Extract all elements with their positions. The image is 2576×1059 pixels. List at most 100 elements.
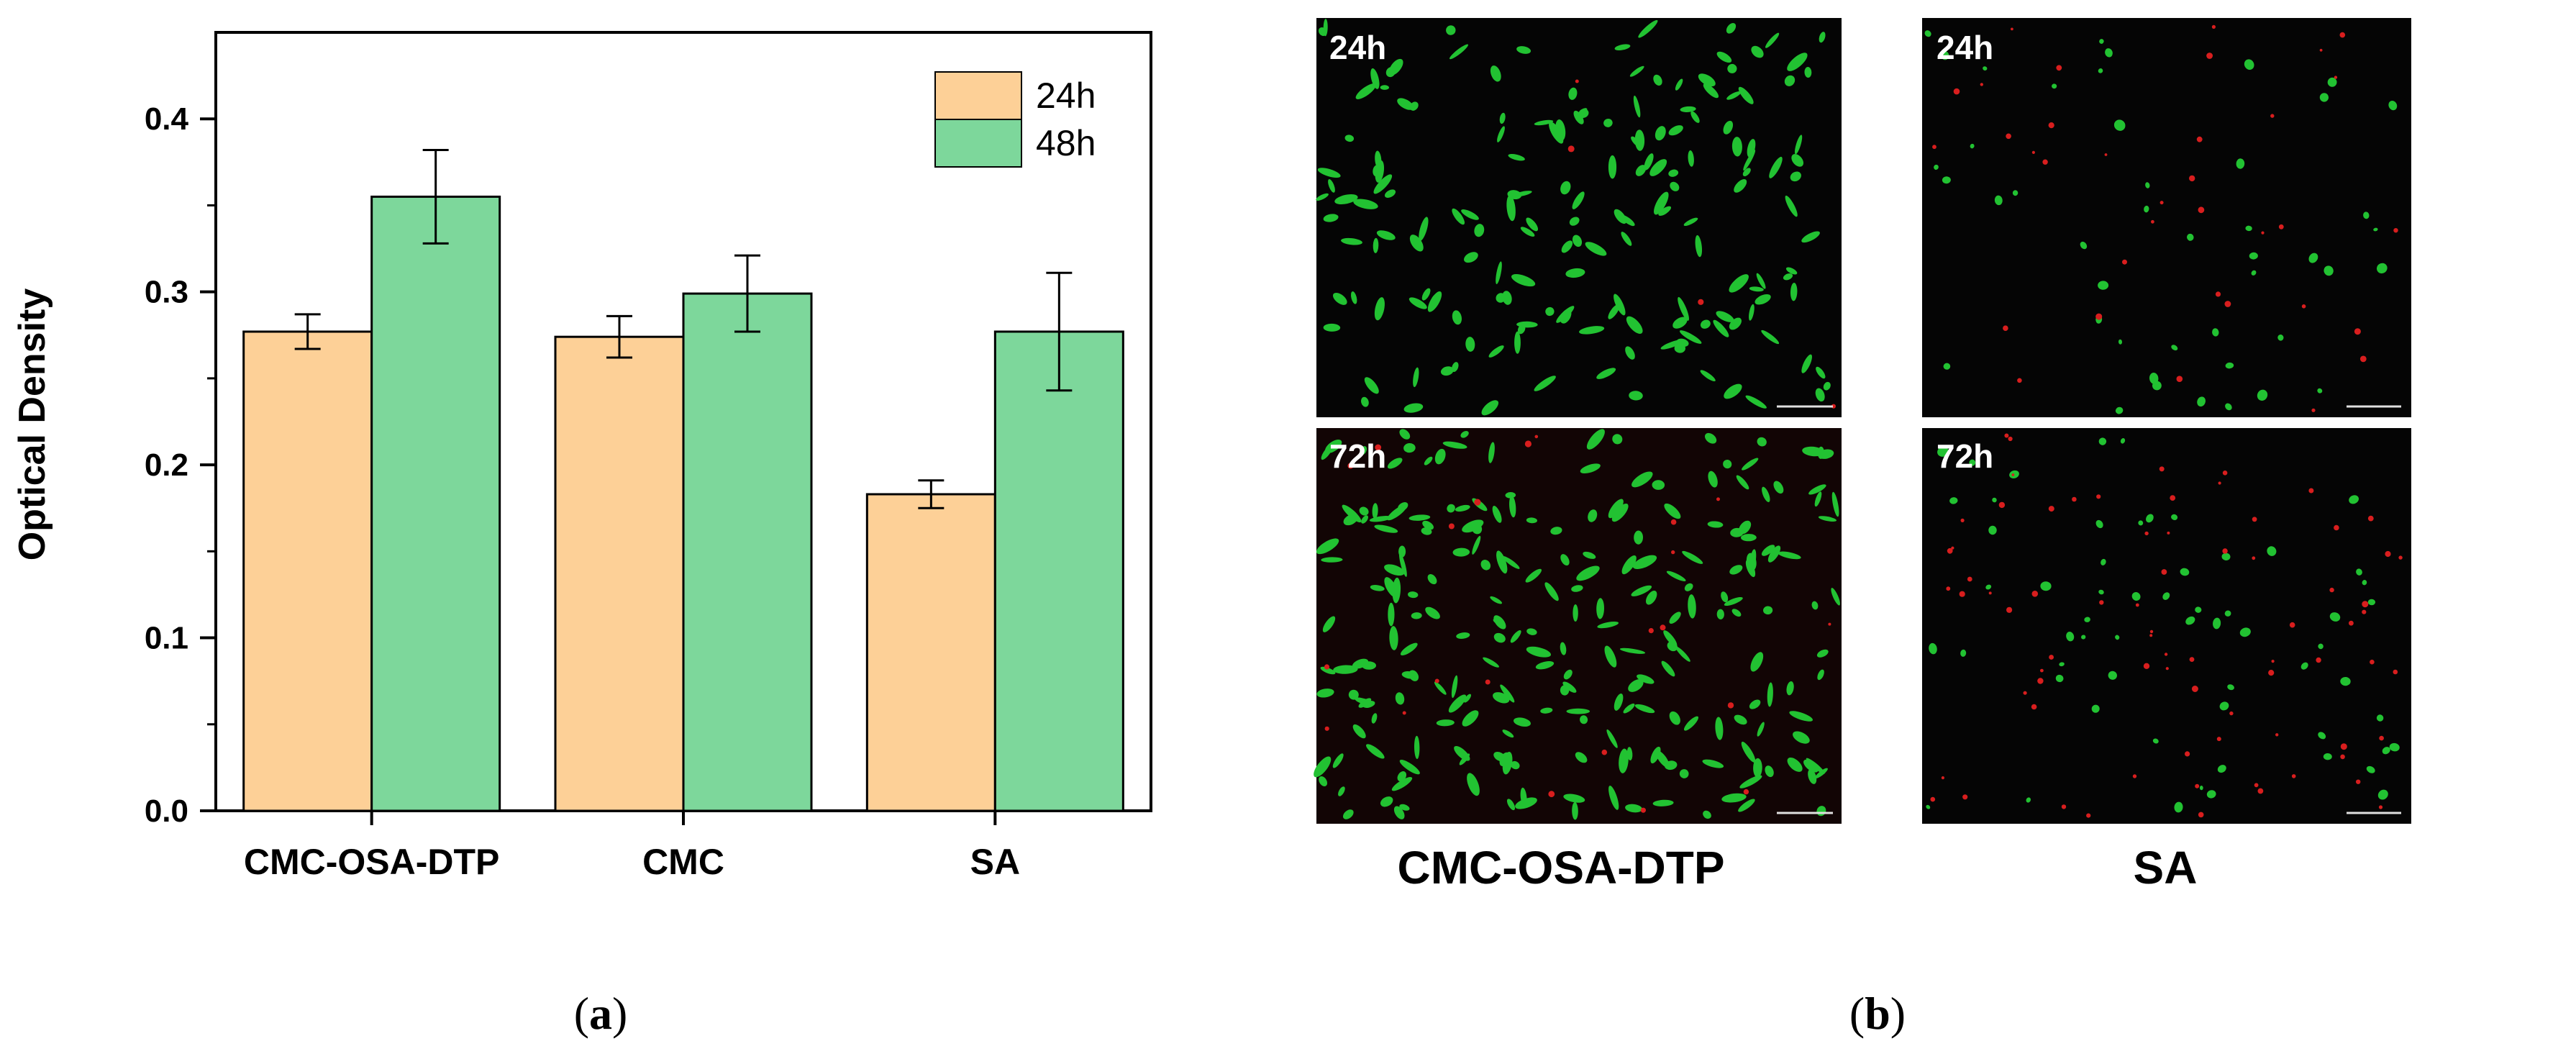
live-cell [1757,722,1765,737]
live-cell [1384,189,1396,198]
live-cell [1606,729,1618,748]
live-cell [2098,68,2103,73]
live-cell [1568,87,1578,100]
live-cell [1449,44,1469,60]
live-cell [1366,744,1385,759]
live-cell [1767,545,1781,563]
dead-cell [2072,496,2077,502]
live-cell [1724,383,1742,399]
live-cell [1575,752,1588,763]
live-cell [1320,666,1336,675]
live-cell [1614,294,1626,316]
dead-cell [2161,569,2167,575]
live-cell [1321,557,1343,563]
live-cell [1790,283,1798,301]
live-cell [1801,231,1820,243]
live-cell [2098,281,2109,290]
live-cell [1596,368,1616,379]
dead-cell [1567,145,1575,153]
live-cell [1545,306,1555,317]
dead-cell [2367,515,2374,522]
live-cell [2319,93,2329,102]
live-cell [1672,317,1688,329]
live-cell [1937,446,1949,457]
live-cell [1608,786,1619,810]
live-cell [1629,65,1644,77]
live-cell [2349,495,2359,504]
live-cell [2197,396,2206,407]
live-cell [1488,442,1495,463]
live-cell [1344,135,1355,142]
live-cell [1684,583,1693,591]
live-cell [1343,514,1358,526]
live-cell [1726,91,1742,100]
live-cell [1751,45,1764,58]
live-cell [1569,217,1580,226]
live-cell [1765,32,1780,48]
live-cell [1409,235,1424,252]
live-cell [1679,769,1689,778]
live-cell [2388,100,2398,111]
live-cell [1502,730,1514,738]
live-cell [1724,596,1743,606]
live-cell [2101,558,2106,565]
dead-cell [2189,657,2195,662]
live-cell [1455,504,1470,512]
live-cell [1456,632,1470,639]
live-cell [2362,580,2367,586]
live-cell [1508,154,1525,161]
live-cell [2059,662,2065,667]
live-cell [1560,554,1570,566]
dead-cell [2362,609,2367,614]
live-cell [2382,747,2390,755]
dead-cell [2271,660,2275,663]
live-cell [1747,139,1756,158]
live-cell [1814,491,1822,507]
y-tick-label: 0.2 [145,447,188,483]
dead-cell [1548,791,1555,798]
dead-cell [2362,601,2369,608]
live-cell [1452,547,1470,557]
live-cell [1614,44,1631,50]
live-cell [1655,750,1670,768]
live-cell [1520,787,1527,807]
dead-cell [2023,691,2027,695]
live-cell [1391,777,1413,791]
micrograph-sa-72h: 72h [1922,428,2411,824]
live-cell [1625,346,1635,360]
live-cell [1374,297,1385,321]
dead-cell [2254,783,2259,788]
live-cell [1511,760,1520,770]
dead-cell [2006,133,2011,140]
live-cell [2098,589,2104,595]
dead-cell [2159,466,2165,472]
dead-cell [2031,704,2037,710]
live-cell [1934,164,1939,170]
live-cell [1509,496,1516,518]
live-cell [1424,456,1433,465]
live-cell [1352,658,1369,669]
dead-cell [1324,664,1330,670]
live-cell [1698,73,1716,87]
live-cell [2245,225,2252,232]
dead-cell [1960,518,1965,523]
dead-cell [2040,668,2044,673]
live-cell [1506,799,1516,811]
live-cell [1742,168,1751,177]
live-cell [1638,19,1658,38]
bar-24h-CMC [554,335,685,812]
dead-cell [2099,600,2104,605]
y-tick-label: 0.4 [145,101,189,137]
live-cell [2212,328,2219,337]
live-cell [2217,765,2226,773]
live-cell [2108,671,2117,680]
live-cell [1658,206,1672,216]
dead-cell [2049,655,2054,660]
dead-cell [2339,32,2346,38]
dead-cell [2222,471,2228,476]
live-cell [1631,471,1653,488]
micrograph-column-label-sa: SA [2134,842,2198,894]
live-cell [2377,789,2388,800]
live-cell [1361,515,1369,524]
live-cell [1749,699,1761,709]
